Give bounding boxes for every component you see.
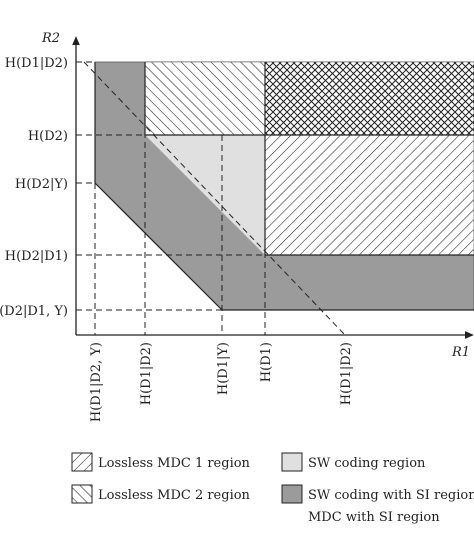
crosshatch-region	[264, 61, 474, 136]
legend-label: SW coding region	[308, 456, 426, 471]
x-axis-title: R1	[451, 345, 470, 360]
legend-swatch-light	[281, 452, 303, 472]
y-tick-labels: H(D1|D2) H(D2) H(D2|Y) H(D2|D1) H(D2|D1,…	[0, 56, 68, 319]
x-tick-labels: H(D1|D2, Y) H(D1|D2) H(D1|Y) H(D1) H(D1|…	[89, 342, 354, 422]
x-tick-label: H(D1)	[259, 342, 274, 382]
legend-label: SW coding with SI region	[308, 488, 474, 503]
legend-swatch-crosshatch	[71, 452, 93, 472]
legend-item-swsi: SW coding with SI region MDC with SI reg…	[281, 484, 474, 525]
y-tick-label: H(D2|Y)	[15, 177, 68, 192]
legend-item-mdc1: Lossless MDC 1 region	[71, 452, 251, 472]
y-tick-label: H(D2|D1)	[5, 249, 68, 264]
legend: Lossless MDC 1 region Lossless MDC 2 reg…	[71, 452, 474, 525]
y-axis-title: R2	[41, 31, 60, 46]
axes	[72, 36, 474, 339]
legend-swatch-hatch	[71, 484, 93, 504]
boundary-lines	[94, 62, 474, 311]
legend-swatch-dark	[281, 484, 303, 504]
x-tick-label: H(D1|Y)	[216, 342, 231, 395]
regions	[94, 61, 474, 311]
x-tick-label: H(D1|D2)	[339, 342, 354, 405]
y-tick-label: H(D2)	[28, 129, 68, 144]
y-tick-label: H(D2|D1, Y)	[0, 304, 68, 319]
mdc2-hatch-region	[264, 134, 474, 256]
x-tick-label: H(D1|D2, Y)	[89, 342, 104, 422]
legend-item-mdc2: Lossless MDC 2 region	[71, 484, 251, 504]
legend-label: Lossless MDC 2 region	[98, 488, 251, 503]
legend-label: Lossless MDC 1 region	[98, 456, 251, 471]
legend-item-sw: SW coding region	[281, 452, 426, 472]
boundary-slope	[94, 182, 223, 311]
legend-label: MDC with SI region	[308, 510, 440, 525]
guide-diagonal	[83, 61, 346, 336]
y-tick-label: H(D1|D2)	[5, 56, 68, 71]
x-tick-label: H(D1|D2)	[139, 342, 154, 405]
mdc1-hatch-region	[144, 61, 266, 136]
